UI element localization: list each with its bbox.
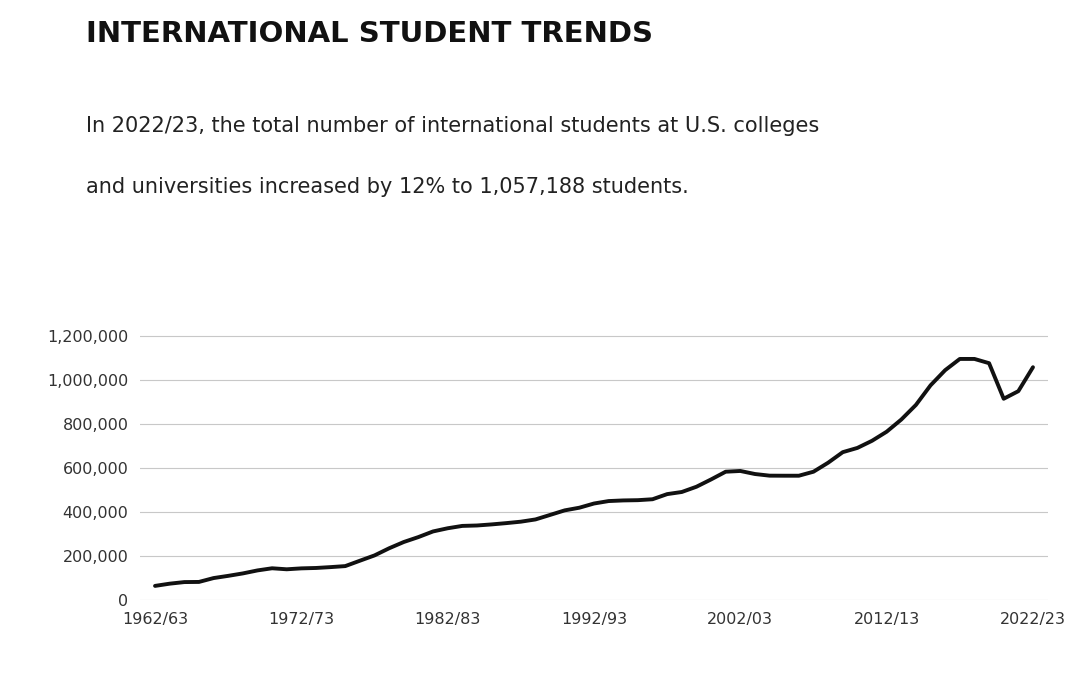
Text: In 2022/23, the total number of international students at U.S. colleges: In 2022/23, the total number of internat…	[86, 116, 820, 136]
Text: and universities increased by 12% to 1,057,188 students.: and universities increased by 12% to 1,0…	[86, 177, 689, 197]
Text: INTERNATIONAL STUDENT TRENDS: INTERNATIONAL STUDENT TRENDS	[86, 20, 653, 48]
